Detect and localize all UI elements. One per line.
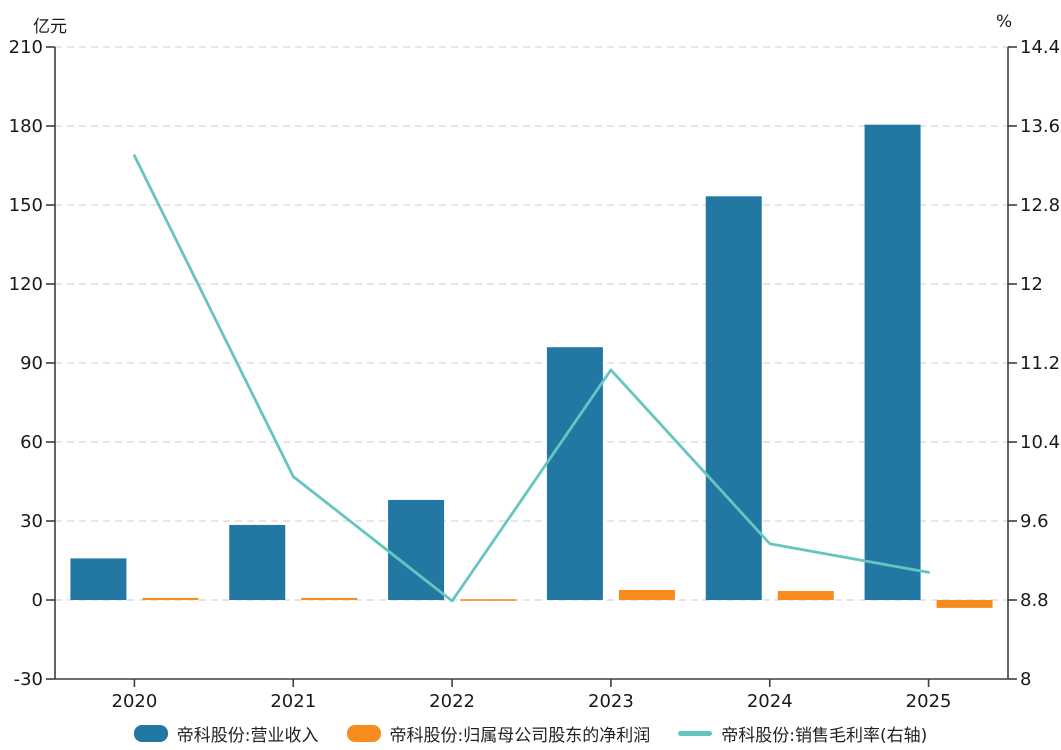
left-tick-label: 0 (32, 590, 43, 611)
chart-legend: 帝科股份:营业收入 帝科股份:归属母公司股东的净利润 帝科股份:销售毛利率(右轴… (0, 721, 1061, 746)
bar-帝科股份:营业收入-2021 (229, 524, 286, 600)
bar-帝科股份:归属母公司股东的净利润-2020 (142, 597, 199, 600)
left-tick-label: -30 (14, 669, 43, 690)
line-帝科股份:销售毛利率(右轴) (132, 154, 930, 603)
right-tick-label: 11.2 (1020, 353, 1060, 374)
x-tick-label: 2021 (270, 691, 316, 712)
bar-帝科股份:归属母公司股东的净利润-2022 (460, 599, 517, 601)
right-tick-label: 12 (1020, 274, 1043, 295)
x-tick-label: 2020 (112, 691, 158, 712)
x-tick-label: 2023 (588, 691, 634, 712)
bar-帝科股份:归属母公司股东的净利润-2024 (777, 591, 834, 600)
left-axis-unit-label: 亿元 (33, 17, 67, 37)
bar-帝科股份:归属母公司股东的净利润-2025 (936, 600, 993, 608)
left-tick-label: 180 (9, 116, 43, 137)
x-tick-label: 2024 (747, 691, 793, 712)
right-tick-label: 9.6 (1020, 511, 1049, 532)
right-tick-label: 8.8 (1020, 590, 1049, 611)
bar-帝科股份:营业收入-2024 (705, 196, 762, 600)
bar-帝科股份:营业收入-2023 (546, 347, 603, 600)
right-tick-label: 8 (1020, 669, 1031, 690)
left-tick-label: 30 (20, 511, 43, 532)
right-tick-label: 12.8 (1020, 195, 1060, 216)
left-tick-label: 150 (9, 195, 43, 216)
legend-item-net-profit: 帝科股份:归属母公司股东的净利润 (346, 721, 651, 746)
right-tick-label: 14.4 (1020, 37, 1060, 58)
legend-item-revenue: 帝科股份:营业收入 (133, 721, 319, 746)
legend-line-gross-margin-icon (678, 731, 713, 736)
legend-item-gross-margin: 帝科股份:销售毛利率(右轴) (678, 721, 927, 746)
legend-swatch-revenue-icon (133, 725, 168, 742)
bar-帝科股份:营业收入-2022 (388, 499, 445, 600)
left-tick-label: 120 (9, 274, 43, 295)
legend-label-net-profit: 帝科股份:归属母公司股东的净利润 (389, 726, 651, 746)
x-tick-label: 2025 (906, 691, 952, 712)
bar-帝科股份:营业收入-2025 (864, 124, 921, 600)
bar-帝科股份:营业收入-2020 (70, 558, 127, 600)
right-tick-label: 13.6 (1020, 116, 1060, 137)
right-axis-unit-label: % (996, 12, 1013, 32)
legend-swatch-net-profit-icon (346, 725, 381, 742)
bar-帝科股份:归属母公司股东的净利润-2021 (301, 597, 358, 600)
left-tick-label: 60 (20, 432, 43, 453)
left-tick-label: 210 (9, 37, 43, 58)
legend-label-revenue: 帝科股份:营业收入 (176, 726, 319, 746)
left-tick-label: 90 (20, 353, 43, 374)
right-tick-label: 10.4 (1020, 432, 1060, 453)
bar-帝科股份:归属母公司股东的净利润-2023 (618, 589, 675, 600)
legend-label-gross-margin: 帝科股份:销售毛利率(右轴) (721, 726, 928, 746)
x-tick-label: 2022 (429, 691, 475, 712)
